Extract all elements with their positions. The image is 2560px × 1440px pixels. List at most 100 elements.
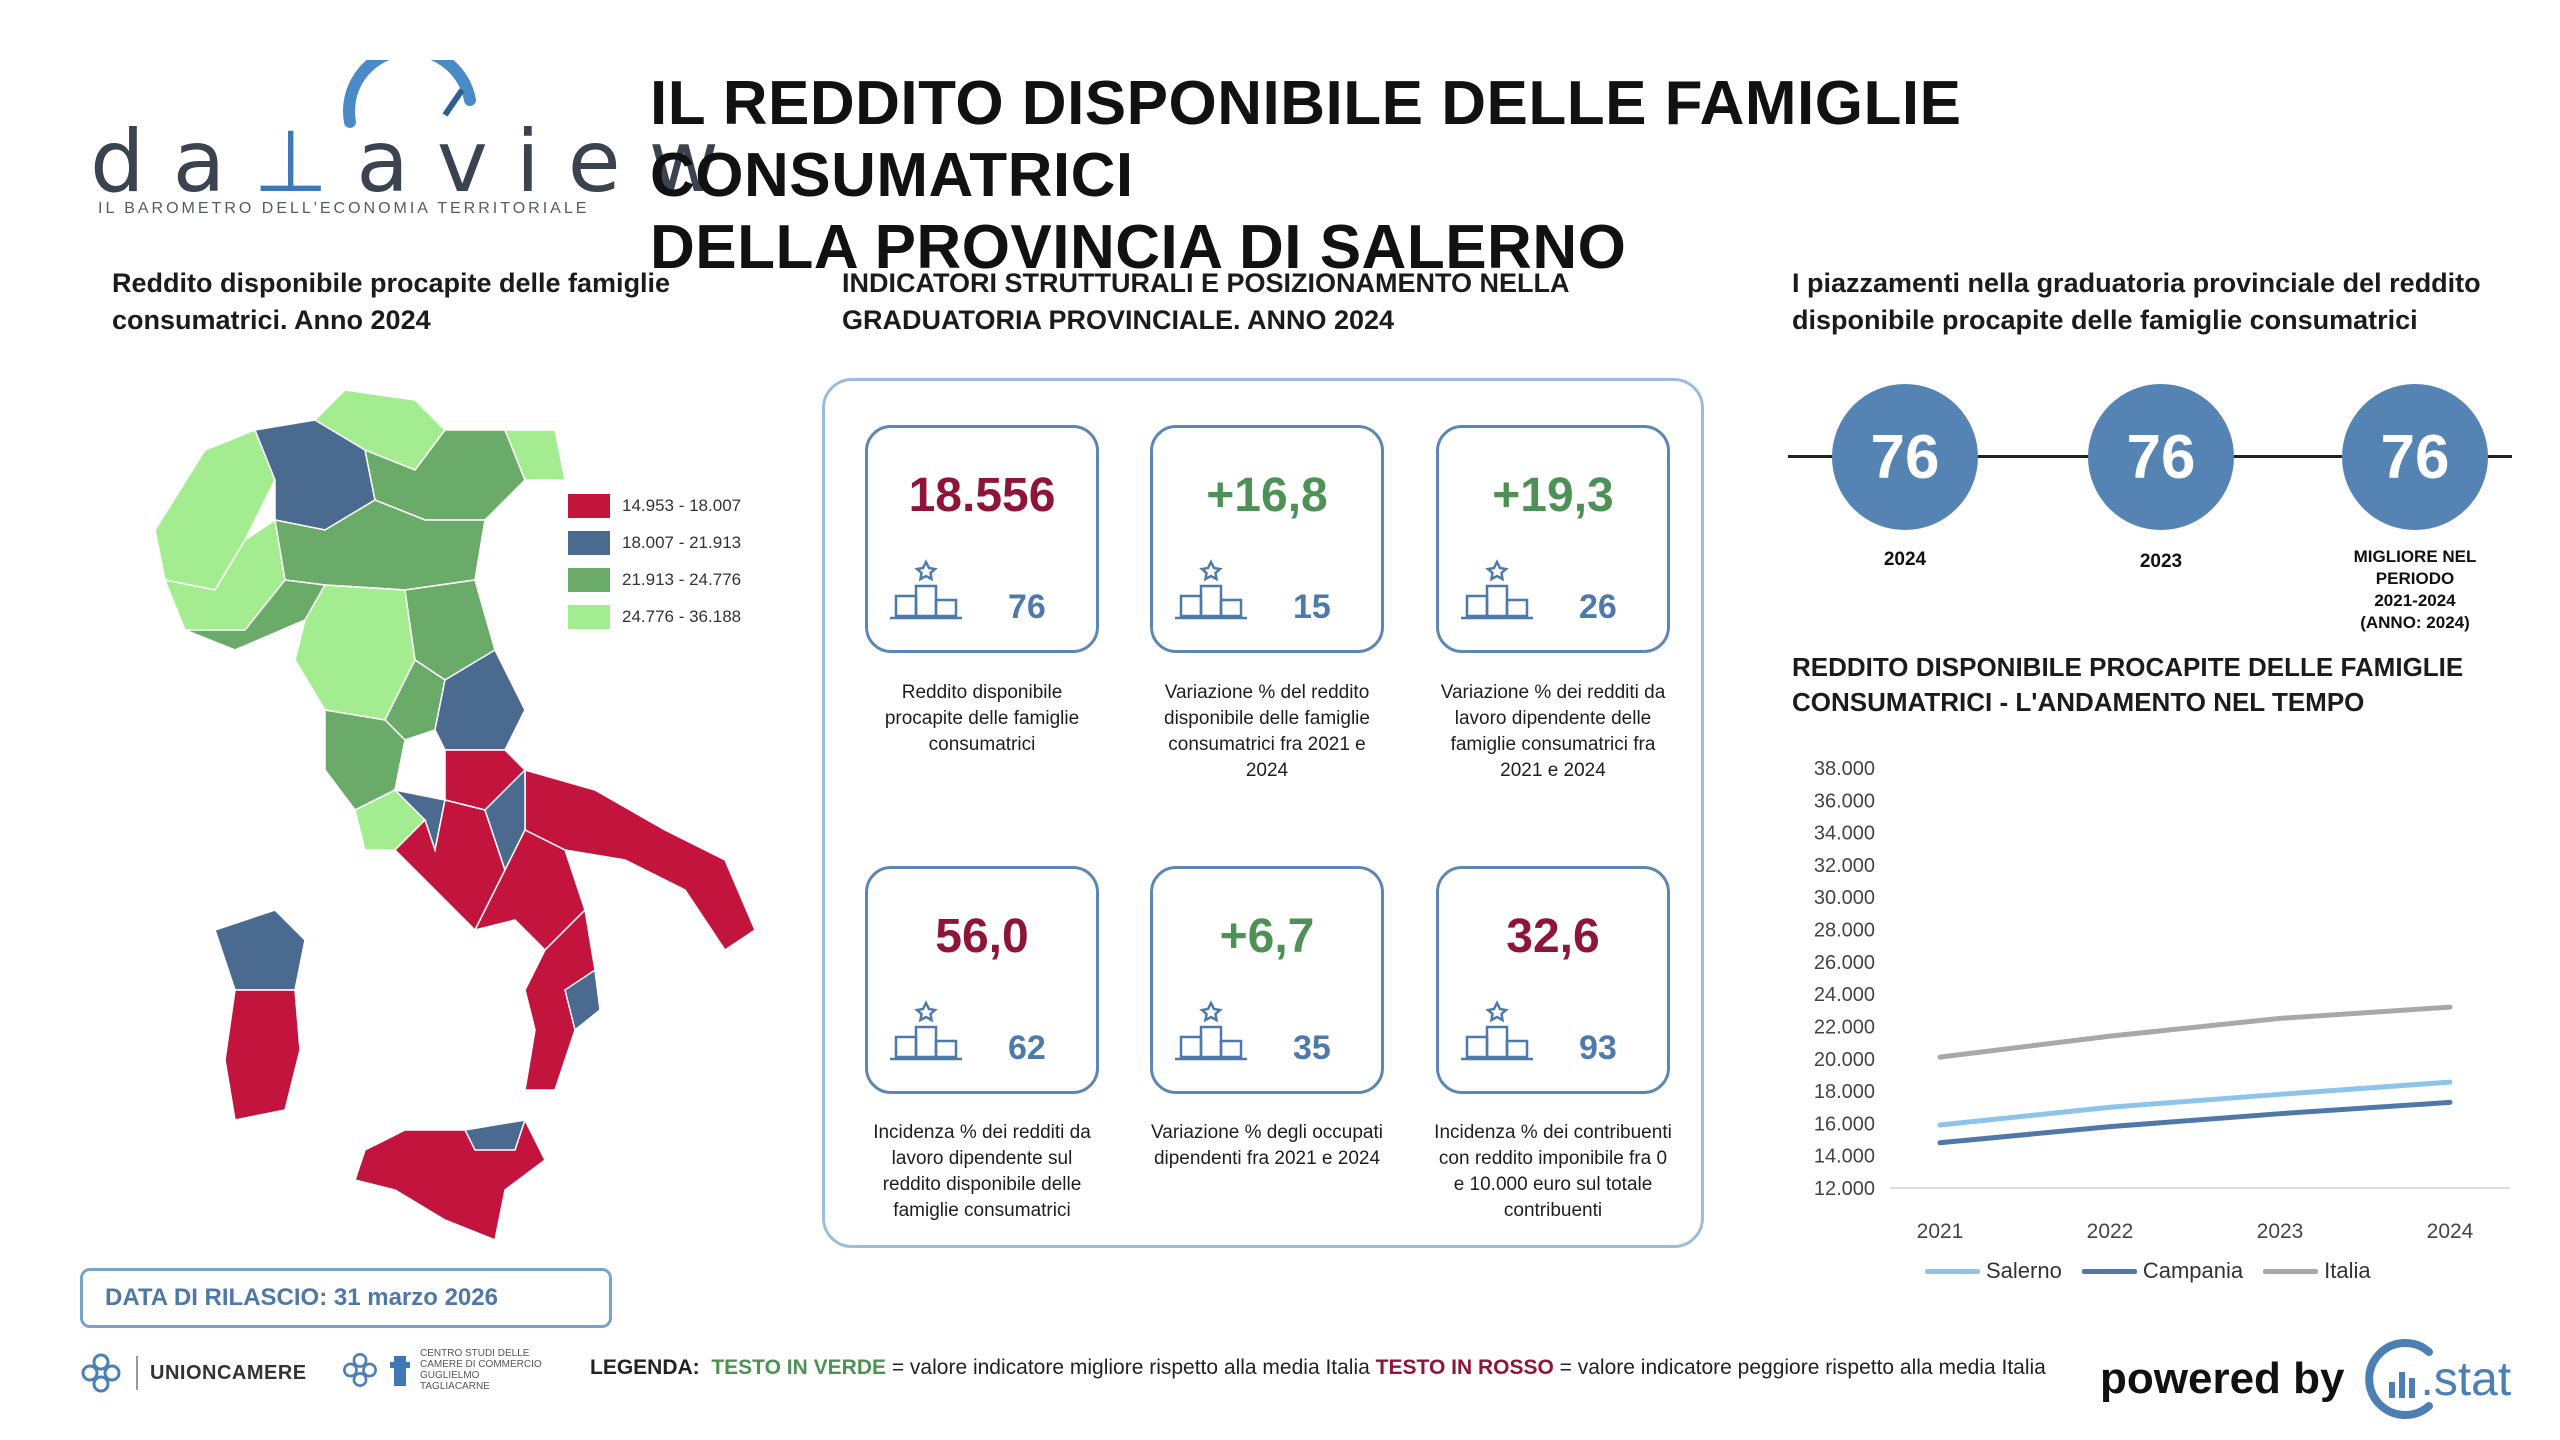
indicator-value: +19,3: [1492, 469, 1614, 522]
indicator-description: Incidenza % dei redditi da lavoro dipend…: [873, 1122, 1091, 1221]
series-point-italia: [2278, 1016, 2282, 1021]
podium-icon: [888, 556, 968, 631]
dataview-logo: da⊥aview IL BAROMETRO DELL'ECONOMIA TERR…: [90, 60, 719, 220]
y-tick-label: 32.000: [1814, 855, 1875, 877]
indicator-value: 32,6: [1506, 910, 1600, 963]
indicator-rank: 62: [1008, 1029, 1046, 1067]
unioncamere-flower-icon: [81, 1353, 121, 1393]
map-section-title: Reddito disponibile procapite delle fami…: [112, 268, 671, 335]
map-region-friuli: [503, 429, 566, 481]
y-tick-label: 30.000: [1814, 887, 1875, 909]
y-tick-label: 38.000: [1814, 758, 1875, 780]
podium-icon: [888, 997, 968, 1072]
italy-provinces-map: [154, 390, 756, 1242]
rank-label-best: MIGLIORE NEL PERIODO 2021-2024 (ANNO: 20…: [2353, 547, 2477, 632]
chart-legend-item-italia: Italia: [2263, 1258, 2371, 1284]
cstat-logo: .stat: [2359, 1334, 2529, 1424]
indicators-panel: [822, 378, 1704, 1248]
indicator-value: 18.556: [908, 469, 1056, 522]
indicator-rank: 26: [1579, 588, 1617, 626]
color-legend-note: LEGENDA: TESTO IN VERDE = valore indicat…: [590, 1356, 2046, 1379]
map-legend: 14.953 - 18.007 18.007 - 21.913 21.913 -…: [568, 487, 741, 635]
indicator-description: Variazione % degli occupati dipendenti f…: [1150, 1122, 1383, 1169]
podium-icon: [1459, 556, 1539, 631]
y-tick-label: 12.000: [1814, 1178, 1875, 1200]
logo-arc-icon: [343, 60, 476, 128]
page-title: IL REDDITO DISPONIBILE DELLE FAMIGLIE CO…: [650, 69, 1962, 282]
indicator-card: 56,0 62: [865, 866, 1099, 1094]
series-point-campania: [2108, 1124, 2112, 1129]
y-tick-label: 26.000: [1814, 952, 1875, 974]
rank-circle-best: 76: [2342, 384, 2488, 530]
series-point-italia: [2108, 1034, 2112, 1039]
indicator-description: Variazione % dei redditi da lavoro dipen…: [1440, 682, 1666, 781]
chart-legend-item-campania: Campania: [2081, 1258, 2243, 1284]
rank-label-2023: 2023: [2139, 551, 2183, 572]
x-tick-label: 2022: [2087, 1220, 2134, 1243]
unioncamere-logo: UNIONCAMERE: [78, 1350, 307, 1396]
indicator-rank: 15: [1293, 588, 1331, 626]
trend-section-title: REDDITO DISPONIBILE PROCAPITE DELLE FAMI…: [1792, 652, 2464, 717]
indicator-rank: 93: [1579, 1029, 1617, 1067]
indicator-card: 18.556 76: [865, 425, 1099, 653]
series-line-campania: [1937, 1099, 2453, 1146]
x-tick-label: 2024: [2427, 1220, 2474, 1243]
y-tick-label: 24.000: [1814, 984, 1875, 1006]
series-point-campania: [1938, 1140, 1942, 1145]
indicator-value: +16,8: [1206, 469, 1328, 522]
rank-circle-2024: 76: [1832, 384, 1978, 530]
powered-by-cstat: powered by .stat: [2100, 1334, 2529, 1424]
y-tick-label: 34.000: [1814, 823, 1875, 845]
series-point-italia: [2448, 1005, 2452, 1010]
map-legend-item: 21.913 - 24.776: [568, 561, 741, 598]
cstat-c-icon: [2364, 1339, 2433, 1419]
x-tick-label: 2021: [1917, 1220, 1964, 1243]
logo-tagline: IL BAROMETRO DELL'ECONOMIA TERRITORIALE: [98, 200, 590, 217]
series-point-campania: [2278, 1111, 2282, 1116]
indicator-rank: 35: [1293, 1029, 1331, 1067]
rankings-section-title: I piazzamenti nella graduatoria provinci…: [1792, 268, 2481, 335]
y-tick-label: 22.000: [1814, 1016, 1875, 1038]
income-trend-line-chart: 12.000 14.000 16.000 18.000 20.000 22.000 24.0…: [1814, 758, 2510, 1243]
indicator-card: +19,3 26: [1436, 425, 1670, 653]
x-tick-label: 2023: [2257, 1220, 2304, 1243]
podium-icon: [1459, 997, 1539, 1072]
indicator-description: Variazione % del reddito disponibile del…: [1164, 682, 1370, 781]
map-region-sardegna-south: [224, 989, 301, 1121]
series-point-italia: [1938, 1055, 1942, 1060]
indicator-description: Reddito disponibile procapite delle fami…: [884, 682, 1080, 755]
indicator-card: +16,8 15: [1150, 425, 1384, 653]
indicator-description: Incidenza % dei contribuenti con reddito…: [1434, 1122, 1672, 1221]
series-point-salerno: [2448, 1080, 2452, 1085]
y-tick-label: 36.000: [1814, 790, 1875, 812]
series-point-salerno: [2108, 1105, 2112, 1110]
indicator-card: +6,7 35: [1150, 866, 1384, 1094]
logo-wordmark: da⊥aview: [90, 112, 747, 212]
map-region-sicilia-east: [463, 1119, 527, 1151]
legend-line-swatch: [2081, 1268, 2137, 1274]
map-legend-item: 18.007 - 21.913: [568, 524, 741, 561]
legend-swatch: [568, 530, 610, 555]
map-legend-item: 14.953 - 18.007: [568, 487, 741, 524]
map-region-calabria-mid: [564, 968, 601, 1032]
indicator-rank: 76: [1008, 588, 1046, 626]
tagliacarne-mark-icon: [390, 1356, 410, 1386]
rank-label-2024: 2024: [1883, 549, 1927, 570]
y-tick-label: 16.000: [1814, 1113, 1875, 1135]
map-region-sardegna-north: [214, 909, 306, 991]
centro-studi-flower-icon: [343, 1353, 377, 1387]
indicator-card: 32,6 93: [1436, 866, 1670, 1094]
y-tick-label: 28.000: [1814, 920, 1875, 942]
indicator-value: +6,7: [1219, 910, 1315, 963]
series-point-salerno: [2278, 1092, 2282, 1097]
map-region-calabria: [524, 908, 596, 1091]
legend-line-swatch: [1925, 1268, 1980, 1274]
legend-swatch: [568, 493, 610, 518]
y-tick-label: 14.000: [1814, 1146, 1875, 1168]
indicators-section-title: INDICATORI STRUTTURALI E POSIZIONAMENTO …: [842, 268, 1570, 335]
centro-studi-logo: CENTRO STUDI DELLE CAMERE DI COMMERCIO G…: [340, 1348, 550, 1392]
chart-legend: Salerno Campania Italia: [1925, 1258, 2371, 1284]
series-point-campania: [2448, 1100, 2452, 1105]
podium-icon: [1173, 997, 1253, 1072]
series-point-salerno: [1938, 1123, 1942, 1127]
